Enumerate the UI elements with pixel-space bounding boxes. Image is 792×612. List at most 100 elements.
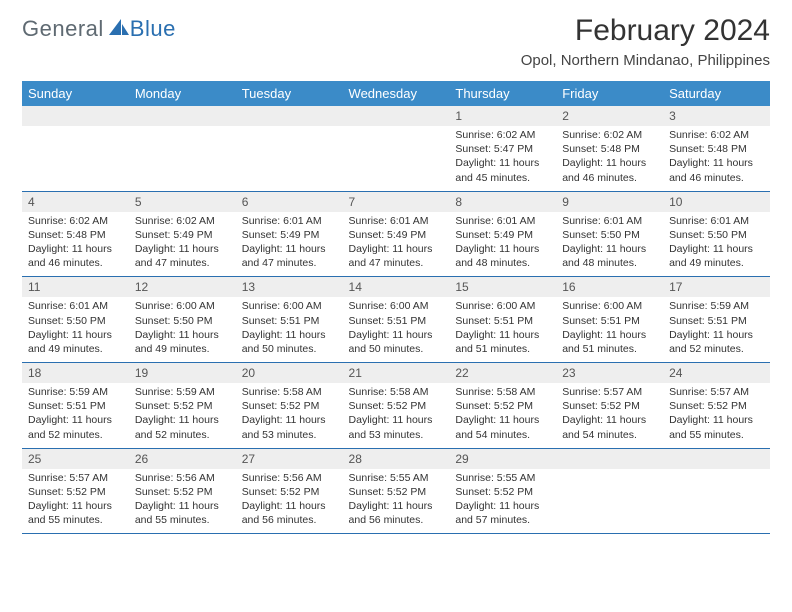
day-info: Sunrise: 6:00 AMSunset: 5:51 PMDaylight:… [556,297,663,362]
day-number: 16 [556,277,663,297]
day-info: Sunrise: 5:58 AMSunset: 5:52 PMDaylight:… [449,383,556,448]
day-number: 24 [663,363,770,383]
day-info: Sunrise: 6:00 AMSunset: 5:51 PMDaylight:… [236,297,343,362]
week-row: 18Sunrise: 5:59 AMSunset: 5:51 PMDayligh… [22,363,770,449]
day-cell: 17Sunrise: 5:59 AMSunset: 5:51 PMDayligh… [663,277,770,363]
day-number: 14 [343,277,450,297]
day-info: Sunrise: 6:01 AMSunset: 5:50 PMDaylight:… [663,212,770,277]
day-cell: 25Sunrise: 5:57 AMSunset: 5:52 PMDayligh… [22,448,129,534]
empty-day-info [236,126,343,184]
day-header: Thursday [449,81,556,106]
day-cell: 10Sunrise: 6:01 AMSunset: 5:50 PMDayligh… [663,191,770,277]
empty-day-info [22,126,129,184]
empty-day-info [129,126,236,184]
calendar-table: SundayMondayTuesdayWednesdayThursdayFrid… [22,81,770,534]
day-cell [22,106,129,191]
day-info: Sunrise: 5:58 AMSunset: 5:52 PMDaylight:… [236,383,343,448]
empty-day-info [343,126,450,184]
empty-day-info [663,469,770,527]
day-cell: 6Sunrise: 6:01 AMSunset: 5:49 PMDaylight… [236,191,343,277]
day-number: 25 [22,449,129,469]
day-cell: 12Sunrise: 6:00 AMSunset: 5:50 PMDayligh… [129,277,236,363]
day-number: 12 [129,277,236,297]
day-info: Sunrise: 6:02 AMSunset: 5:48 PMDaylight:… [22,212,129,277]
day-cell [129,106,236,191]
day-cell: 4Sunrise: 6:02 AMSunset: 5:48 PMDaylight… [22,191,129,277]
day-cell [236,106,343,191]
day-cell: 15Sunrise: 6:00 AMSunset: 5:51 PMDayligh… [449,277,556,363]
day-info: Sunrise: 6:00 AMSunset: 5:51 PMDaylight:… [343,297,450,362]
day-info: Sunrise: 6:01 AMSunset: 5:49 PMDaylight:… [343,212,450,277]
day-info: Sunrise: 6:02 AMSunset: 5:49 PMDaylight:… [129,212,236,277]
day-cell: 28Sunrise: 5:55 AMSunset: 5:52 PMDayligh… [343,448,450,534]
day-header-row: SundayMondayTuesdayWednesdayThursdayFrid… [22,81,770,106]
day-cell: 26Sunrise: 5:56 AMSunset: 5:52 PMDayligh… [129,448,236,534]
day-number: 6 [236,192,343,212]
day-number: 29 [449,449,556,469]
day-info: Sunrise: 6:01 AMSunset: 5:50 PMDaylight:… [22,297,129,362]
day-header: Monday [129,81,236,106]
day-number: 11 [22,277,129,297]
day-info: Sunrise: 5:56 AMSunset: 5:52 PMDaylight:… [236,469,343,534]
day-info: Sunrise: 5:57 AMSunset: 5:52 PMDaylight:… [556,383,663,448]
day-cell: 11Sunrise: 6:01 AMSunset: 5:50 PMDayligh… [22,277,129,363]
day-cell [556,448,663,534]
day-number: 27 [236,449,343,469]
day-header: Saturday [663,81,770,106]
week-row: 25Sunrise: 5:57 AMSunset: 5:52 PMDayligh… [22,448,770,534]
empty-day-number [556,449,663,469]
day-number: 28 [343,449,450,469]
day-number: 4 [22,192,129,212]
empty-day-number [129,106,236,126]
empty-day-info [556,469,663,527]
day-cell: 9Sunrise: 6:01 AMSunset: 5:50 PMDaylight… [556,191,663,277]
day-cell: 2Sunrise: 6:02 AMSunset: 5:48 PMDaylight… [556,106,663,191]
calendar-body: 1Sunrise: 6:02 AMSunset: 5:47 PMDaylight… [22,106,770,534]
day-cell: 13Sunrise: 6:00 AMSunset: 5:51 PMDayligh… [236,277,343,363]
day-cell: 24Sunrise: 5:57 AMSunset: 5:52 PMDayligh… [663,363,770,449]
day-cell: 5Sunrise: 6:02 AMSunset: 5:49 PMDaylight… [129,191,236,277]
day-info: Sunrise: 5:59 AMSunset: 5:52 PMDaylight:… [129,383,236,448]
day-cell: 22Sunrise: 5:58 AMSunset: 5:52 PMDayligh… [449,363,556,449]
day-cell: 20Sunrise: 5:58 AMSunset: 5:52 PMDayligh… [236,363,343,449]
day-cell: 14Sunrise: 6:00 AMSunset: 5:51 PMDayligh… [343,277,450,363]
day-info: Sunrise: 6:02 AMSunset: 5:48 PMDaylight:… [663,126,770,191]
day-info: Sunrise: 6:00 AMSunset: 5:50 PMDaylight:… [129,297,236,362]
day-cell [343,106,450,191]
week-row: 1Sunrise: 6:02 AMSunset: 5:47 PMDaylight… [22,106,770,191]
day-info: Sunrise: 5:56 AMSunset: 5:52 PMDaylight:… [129,469,236,534]
day-cell: 18Sunrise: 5:59 AMSunset: 5:51 PMDayligh… [22,363,129,449]
logo-sail-icon [108,17,130,42]
day-header: Sunday [22,81,129,106]
day-info: Sunrise: 6:02 AMSunset: 5:48 PMDaylight:… [556,126,663,191]
day-number: 19 [129,363,236,383]
empty-day-number [236,106,343,126]
day-number: 8 [449,192,556,212]
day-info: Sunrise: 5:59 AMSunset: 5:51 PMDaylight:… [22,383,129,448]
day-info: Sunrise: 5:59 AMSunset: 5:51 PMDaylight:… [663,297,770,362]
day-cell: 27Sunrise: 5:56 AMSunset: 5:52 PMDayligh… [236,448,343,534]
day-cell [663,448,770,534]
logo-text-blue: Blue [130,16,176,42]
day-number: 1 [449,106,556,126]
day-number: 23 [556,363,663,383]
day-number: 13 [236,277,343,297]
day-number: 21 [343,363,450,383]
day-header: Wednesday [343,81,450,106]
day-cell: 1Sunrise: 6:02 AMSunset: 5:47 PMDaylight… [449,106,556,191]
logo-text-general: General [22,16,104,42]
day-info: Sunrise: 6:00 AMSunset: 5:51 PMDaylight:… [449,297,556,362]
day-number: 2 [556,106,663,126]
day-number: 20 [236,363,343,383]
page-title: February 2024 [521,14,770,48]
day-number: 10 [663,192,770,212]
location-text: Opol, Northern Mindanao, Philippines [521,52,770,69]
day-info: Sunrise: 6:01 AMSunset: 5:49 PMDaylight:… [236,212,343,277]
day-cell: 16Sunrise: 6:00 AMSunset: 5:51 PMDayligh… [556,277,663,363]
day-cell: 3Sunrise: 6:02 AMSunset: 5:48 PMDaylight… [663,106,770,191]
title-block: February 2024 Opol, Northern Mindanao, P… [521,14,770,69]
day-cell: 21Sunrise: 5:58 AMSunset: 5:52 PMDayligh… [343,363,450,449]
day-cell: 23Sunrise: 5:57 AMSunset: 5:52 PMDayligh… [556,363,663,449]
day-number: 5 [129,192,236,212]
empty-day-number [22,106,129,126]
